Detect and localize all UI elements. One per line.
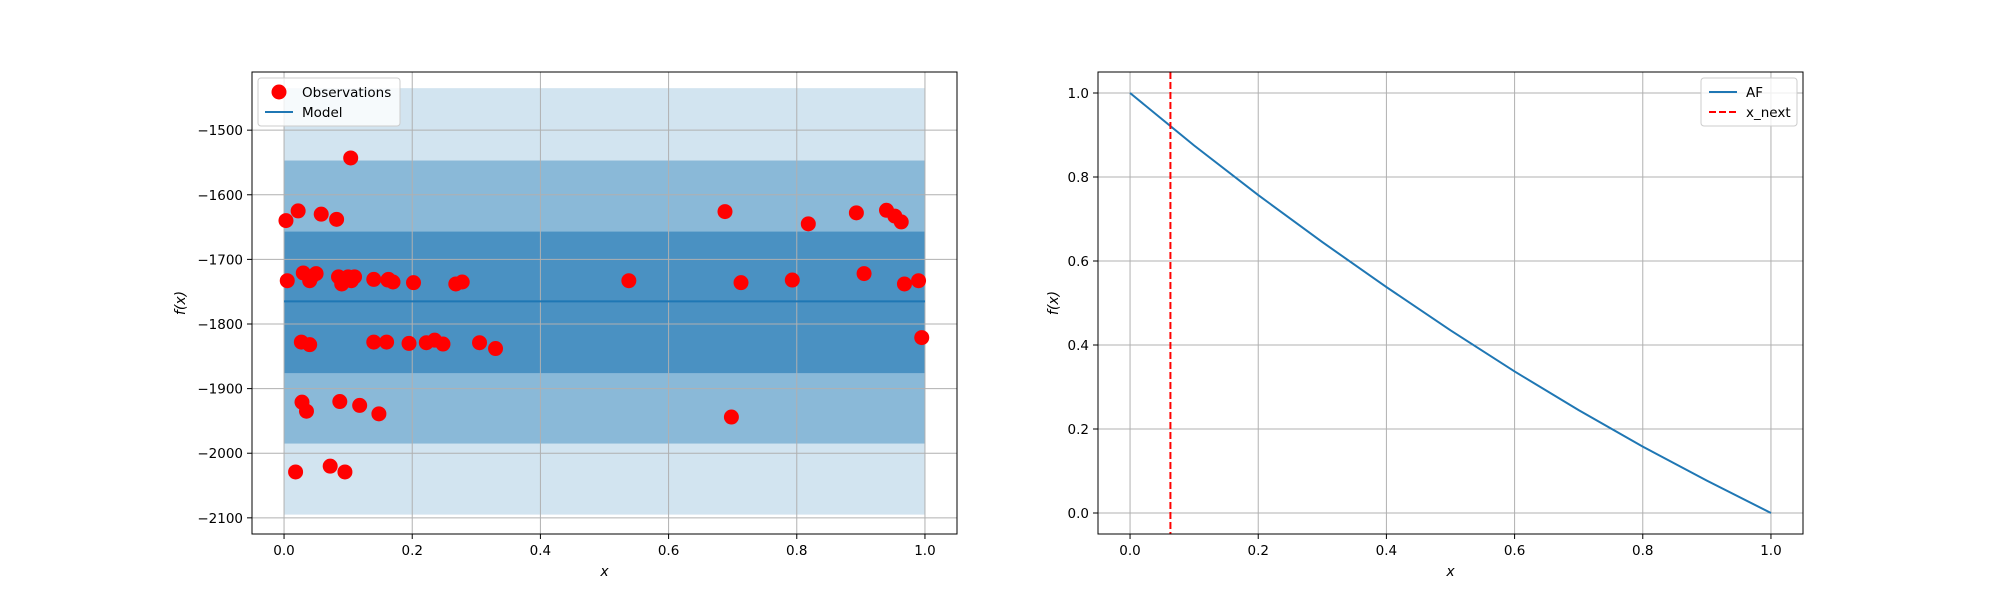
observation-point [435,336,451,352]
af-line [1129,92,1772,514]
observation-point [352,397,368,413]
observation-point [472,335,488,351]
x-axis-label: x [599,564,609,580]
observation-point [454,274,470,290]
x-tick-label: 0.6 [1504,543,1525,559]
legend-box [257,77,401,127]
observation-point [347,269,363,285]
observation-point [379,334,395,350]
observation-point [279,273,295,289]
observations-series [278,150,930,480]
axes-frame [251,71,958,535]
y-tick-label: 1.0 [1068,86,1089,102]
y-tick-label: −1700 [197,252,243,268]
observation-point [896,276,912,292]
observation-point [322,458,338,474]
legend: Observations Model [257,77,401,127]
y-tick-label: 0.0 [1068,506,1089,522]
observation-point [406,275,422,291]
observation-point [723,409,739,425]
x-axis-label: x [1445,564,1455,580]
observation-point [385,274,401,290]
x-tick-label: 0.8 [1632,543,1653,559]
x-tick-label: 0.4 [1376,543,1397,559]
observation-point [914,330,930,346]
y-axis-label: f(x) [173,291,189,315]
x-tick-label: 0.6 [658,543,679,559]
legend: AF x_next [1700,77,1798,127]
observation-point [893,214,909,230]
legend-observations-label: Observations [302,85,391,101]
acquisition-function-plot: 0.0 0.2 0.4 0.6 0.8 1.0 0.0 0.2 0.4 0.6 0.8 1.0 x f(x… [1046,71,1804,580]
x-tick-label: 1.0 [914,543,935,559]
x-tick-label: 0.2 [401,543,422,559]
x-tick-label: 0.0 [1119,543,1140,559]
y-tick-label: −1800 [197,317,243,333]
y-tick-label: 0.2 [1068,422,1089,438]
observation-point [800,216,816,232]
x-tick-label: 0.0 [273,543,294,559]
observation-point [401,335,417,351]
x-tick-label: 0.2 [1247,543,1268,559]
y-tick-label: −1900 [197,382,243,398]
y-tick-label: −1500 [197,123,243,139]
observation-point [308,266,324,282]
observation-point [313,206,329,222]
observation-point [733,275,749,291]
legend-observations-marker [271,84,287,100]
x-tick-label: 1.0 [1760,543,1781,559]
observation-point [343,150,359,166]
legend-af-label: AF [1746,85,1763,101]
observation-point [278,213,294,229]
observations-model-plot: 0.0 0.2 0.4 0.6 0.8 1.0 −1500 −1600 −1700 −1800 −1… [173,71,958,580]
grid [252,72,957,534]
observation-point [366,271,382,287]
y-tick-label: −2100 [197,511,243,527]
y-axis-label: f(x) [1046,291,1062,315]
observation-point [717,204,733,220]
y-tick-label: 0.4 [1068,338,1089,354]
y-tick-label: 0.6 [1068,254,1089,270]
legend-x-next-label: x_next [1746,105,1791,121]
y-tick-label: −2000 [197,446,243,462]
observation-point [337,464,353,480]
observation-point [848,205,864,221]
observation-point [302,337,318,353]
grid [1098,72,1803,534]
legend-model-label: Model [302,105,343,121]
x-tick-label: 0.4 [530,543,551,559]
observation-point [366,334,382,350]
observation-point [332,394,348,410]
legend-box [1700,77,1798,127]
observation-point [856,266,872,282]
observation-point [290,203,306,219]
observation-point [911,273,927,289]
axes-frame [1097,71,1804,535]
observation-point [298,403,314,419]
observation-point [784,272,800,288]
y-tick-label: −1600 [197,188,243,204]
observation-point [288,464,304,480]
x-tick-label: 0.8 [786,543,807,559]
observation-point [329,211,345,227]
y-tick-label: 0.8 [1068,170,1089,186]
observation-point [621,273,637,289]
observation-point [371,406,387,422]
observation-point [488,341,504,357]
